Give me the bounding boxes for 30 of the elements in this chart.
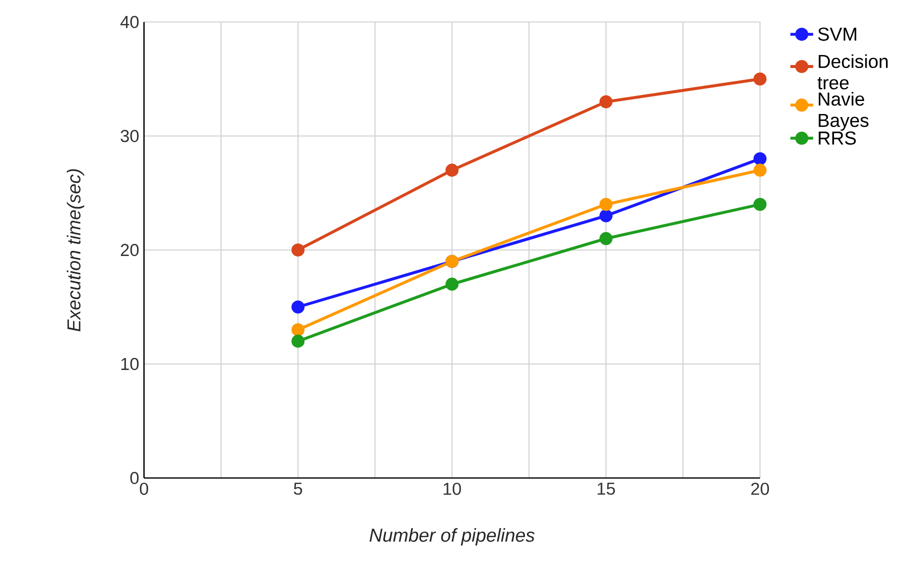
point bbox=[291, 323, 305, 336]
legend-label: Decision tree bbox=[818, 54, 888, 90]
point bbox=[445, 164, 459, 177]
point bbox=[599, 95, 613, 108]
legend-label: Navie Bayes bbox=[818, 92, 868, 131]
point bbox=[753, 72, 767, 86]
y-tick-label: 10 bbox=[121, 358, 139, 370]
y-tick-label: 20 bbox=[120, 244, 139, 256]
point bbox=[445, 278, 459, 291]
point bbox=[753, 164, 767, 177]
legend-label: RRS bbox=[818, 131, 856, 145]
point bbox=[291, 300, 305, 314]
x-tick-label: 10 bbox=[444, 482, 461, 495]
point bbox=[753, 198, 767, 211]
x-tick-label: 0 bbox=[140, 482, 148, 495]
point bbox=[599, 198, 613, 211]
point bbox=[599, 232, 613, 246]
x-tick-label: 15 bbox=[598, 482, 615, 495]
x-tick-label: 20 bbox=[751, 482, 769, 495]
y-tick-label: 30 bbox=[120, 130, 139, 142]
y-tick-label: 0 bbox=[130, 472, 139, 484]
y-axis-title: Execution time(sec) bbox=[66, 169, 84, 332]
x-axis-title: Number of pipelines bbox=[370, 528, 535, 546]
x-tick-label: 5 bbox=[294, 482, 302, 495]
y-tick-label: 40 bbox=[120, 16, 139, 28]
point bbox=[291, 334, 305, 348]
legend-label: SVM bbox=[818, 28, 856, 41]
point bbox=[291, 243, 305, 257]
point bbox=[753, 152, 767, 166]
point bbox=[599, 209, 613, 222]
